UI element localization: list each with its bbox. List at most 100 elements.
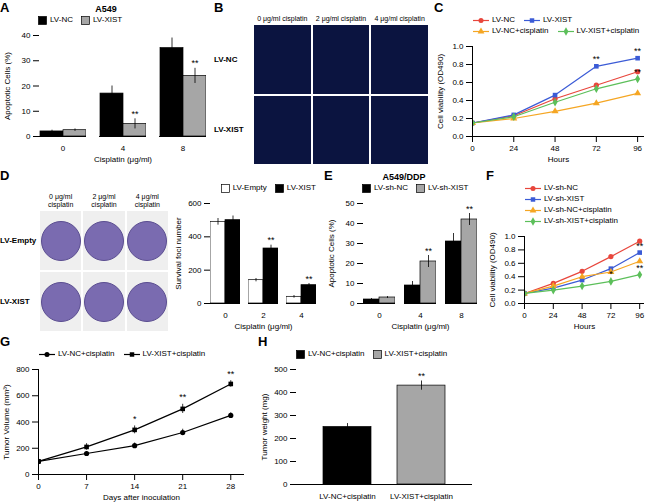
svg-text:0.4: 0.4 xyxy=(452,96,464,105)
svg-text:Tumor Volume (mm³): Tumor Volume (mm³) xyxy=(2,384,11,460)
svg-text:**: ** xyxy=(634,46,642,56)
svg-text:**: ** xyxy=(227,369,235,379)
svg-text:4: 4 xyxy=(299,311,304,320)
svg-text:**: ** xyxy=(634,67,642,77)
svg-text:*: * xyxy=(609,269,613,279)
svg-text:24: 24 xyxy=(509,144,518,153)
svg-text:200: 200 xyxy=(274,434,288,443)
svg-text:0: 0 xyxy=(470,144,475,153)
html-text:A: A xyxy=(0,0,10,15)
svg-text:0: 0 xyxy=(223,311,228,320)
svg-text:**: ** xyxy=(191,58,199,68)
svg-text:0.4: 0.4 xyxy=(504,272,516,281)
svg-text:**: ** xyxy=(131,109,139,119)
svg-text:7: 7 xyxy=(84,482,89,491)
svg-text:96: 96 xyxy=(635,311,644,320)
svg-text:**: ** xyxy=(636,241,644,251)
svg-text:10: 10 xyxy=(346,279,355,288)
svg-text:0: 0 xyxy=(197,299,202,308)
svg-text:1.0: 1.0 xyxy=(504,232,516,241)
svg-text:**: ** xyxy=(418,371,426,381)
svg-text:LV-XIST+cisplatin: LV-XIST+cisplatin xyxy=(390,492,453,501)
svg-text:*: * xyxy=(133,414,137,424)
svg-text:20: 20 xyxy=(22,82,31,91)
svg-text:48: 48 xyxy=(551,144,560,153)
svg-text:**: ** xyxy=(425,246,433,256)
svg-text:30: 30 xyxy=(22,56,31,65)
svg-text:600: 600 xyxy=(188,199,202,208)
svg-text:**: ** xyxy=(179,392,187,402)
svg-text:**: ** xyxy=(305,274,313,284)
html-text:0 μg/ml cisplatin: 0 μg/ml cisplatin xyxy=(48,193,74,208)
svg-text:400: 400 xyxy=(274,388,288,397)
svg-text:0.2: 0.2 xyxy=(452,114,464,123)
html-text:A549: A549 xyxy=(95,4,117,14)
html-text:4 μg/ml cisplatin: 4 μg/ml cisplatin xyxy=(134,193,160,208)
svg-text:600: 600 xyxy=(16,391,30,400)
svg-text:Hours: Hours xyxy=(574,322,595,331)
svg-text:500: 500 xyxy=(274,365,288,374)
svg-text:14: 14 xyxy=(130,482,139,491)
svg-text:300: 300 xyxy=(274,411,288,420)
svg-text:LV-NC+cisplatin: LV-NC+cisplatin xyxy=(319,492,376,501)
svg-text:Apoptotic Cells (%): Apoptotic Cells (%) xyxy=(327,219,336,287)
svg-text:400: 400 xyxy=(188,232,202,241)
html-text:G: G xyxy=(0,334,11,349)
svg-text:0.2: 0.2 xyxy=(504,286,516,295)
svg-text:200: 200 xyxy=(188,266,202,275)
svg-text:50: 50 xyxy=(346,199,355,208)
svg-text:Hours: Hours xyxy=(548,155,569,164)
svg-text:0: 0 xyxy=(61,144,66,153)
svg-text:0.6: 0.6 xyxy=(452,78,464,87)
html-text:2 μg/ml cisplatin: 2 μg/ml cisplatin xyxy=(91,193,117,208)
svg-text:96: 96 xyxy=(633,144,642,153)
svg-text:0: 0 xyxy=(377,311,382,320)
svg-text:**: ** xyxy=(593,54,601,64)
svg-text:**: ** xyxy=(636,263,644,273)
svg-text:0.0: 0.0 xyxy=(504,299,516,308)
svg-text:4: 4 xyxy=(121,144,126,153)
svg-text:72: 72 xyxy=(606,311,615,320)
svg-text:8: 8 xyxy=(181,144,186,153)
svg-text:Apoptotic Cells (%): Apoptotic Cells (%) xyxy=(3,52,12,120)
svg-text:Cisplatin (μg/ml): Cisplatin (μg/ml) xyxy=(94,155,152,164)
svg-text:0.6: 0.6 xyxy=(504,259,516,268)
svg-text:4: 4 xyxy=(418,311,423,320)
svg-text:28: 28 xyxy=(226,482,235,491)
svg-text:Days after inoculation: Days after inoculation xyxy=(103,493,180,502)
svg-text:0.8: 0.8 xyxy=(452,60,464,69)
svg-text:8: 8 xyxy=(459,311,464,320)
svg-text:0: 0 xyxy=(25,470,30,479)
svg-text:**: ** xyxy=(267,235,275,245)
svg-text:Cisplatin (μg/ml): Cisplatin (μg/ml) xyxy=(392,322,450,331)
svg-text:Tumor weight (mg): Tumor weight (mg) xyxy=(260,393,269,460)
svg-text:0: 0 xyxy=(26,132,31,141)
html-text:B: B xyxy=(214,0,224,15)
svg-text:800: 800 xyxy=(16,365,30,374)
svg-text:200: 200 xyxy=(16,444,30,453)
svg-text:0: 0 xyxy=(283,480,288,489)
svg-text:30: 30 xyxy=(346,239,355,248)
svg-text:1.0: 1.0 xyxy=(452,42,464,51)
svg-text:Survival foci number: Survival foci number xyxy=(174,217,183,290)
svg-text:400: 400 xyxy=(16,418,30,427)
svg-text:48: 48 xyxy=(578,311,587,320)
svg-text:72: 72 xyxy=(592,144,601,153)
svg-text:0: 0 xyxy=(36,482,41,491)
svg-text:40: 40 xyxy=(22,31,31,40)
svg-text:0.0: 0.0 xyxy=(452,132,464,141)
svg-text:Cisplatin (μg/ml): Cisplatin (μg/ml) xyxy=(235,322,293,331)
svg-text:0: 0 xyxy=(522,311,527,320)
svg-text:100: 100 xyxy=(274,457,288,466)
svg-text:40: 40 xyxy=(346,219,355,228)
svg-text:20: 20 xyxy=(346,259,355,268)
svg-text:**: ** xyxy=(466,204,474,214)
svg-text:24: 24 xyxy=(549,311,558,320)
svg-text:10: 10 xyxy=(22,107,31,116)
svg-text:Cell viability (OD490): Cell viability (OD490) xyxy=(488,232,497,307)
svg-text:Cell viability (OD490): Cell viability (OD490) xyxy=(436,54,445,129)
svg-text:2: 2 xyxy=(261,311,266,320)
svg-text:0: 0 xyxy=(350,299,355,308)
svg-text:0.8: 0.8 xyxy=(504,245,516,254)
svg-text:21: 21 xyxy=(178,482,187,491)
